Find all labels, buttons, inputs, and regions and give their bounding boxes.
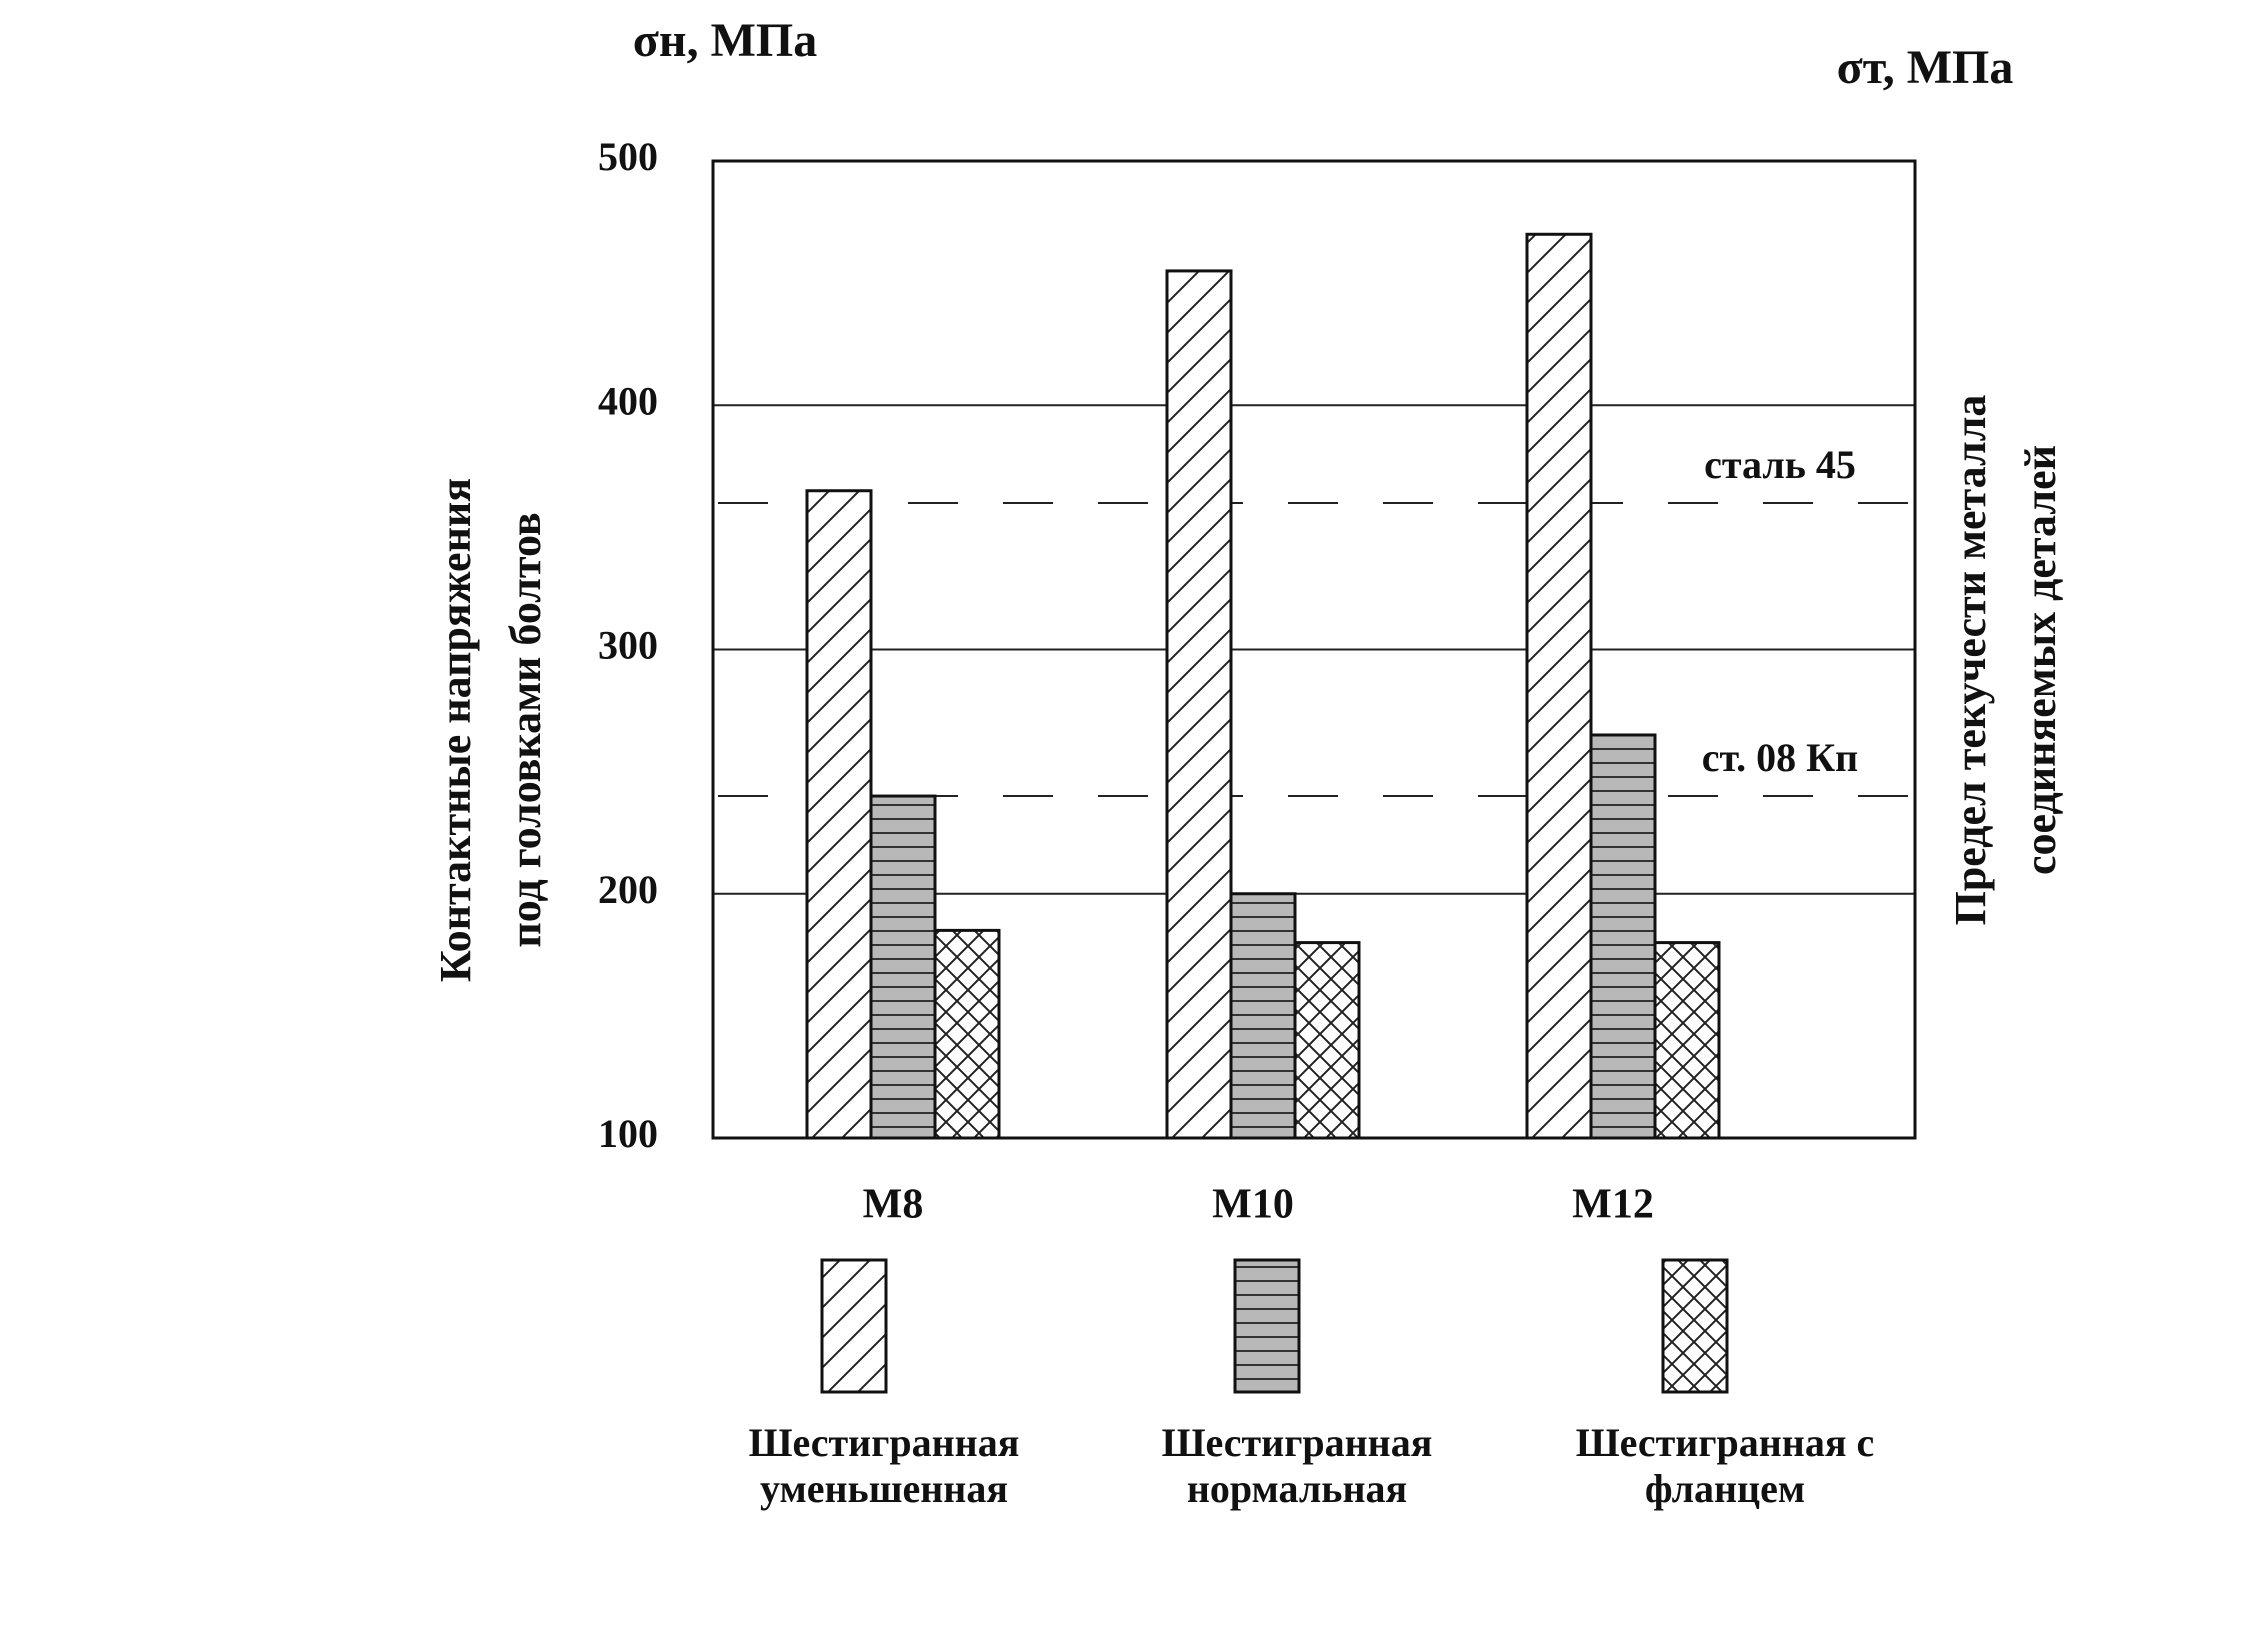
y2-unit-label: σт, МПа — [1837, 41, 2014, 94]
bar — [1589, 733, 1657, 1140]
y-tick-label: 400 — [598, 378, 658, 423]
y-unit-label: σн, МПа — [633, 14, 817, 67]
reference-label-box — [1650, 440, 1910, 497]
y2-axis-title: соединяемых деталей — [2016, 445, 2065, 875]
legend-label: Шестигранная с фланцем — [1575, 1420, 1875, 1511]
reference-label-box — [1650, 734, 1910, 791]
x-tick-label: M10 — [1212, 1182, 1294, 1228]
y-tick-label: 200 — [598, 867, 658, 912]
legend-label: Шестигранная уменьшенная — [748, 1420, 1020, 1511]
bar — [1653, 941, 1721, 1140]
y2-axis-title: Предел текучести металла — [1946, 395, 1995, 926]
bar — [1165, 269, 1233, 1140]
bar — [805, 489, 873, 1140]
y-tick-label: 100 — [598, 1111, 658, 1156]
bar — [1293, 941, 1361, 1140]
legend-swatch — [1661, 1258, 1729, 1394]
y-axis-title: Контактные напряжения — [431, 478, 480, 982]
bar — [1525, 232, 1593, 1140]
legend-label: Шестигранная нормальная — [1161, 1420, 1433, 1511]
y-tick-label: 300 — [598, 623, 658, 668]
legend-swatch — [820, 1258, 888, 1394]
x-tick-label: M8 — [863, 1182, 924, 1228]
reference-label: ст. 08 Кп — [1702, 735, 1858, 780]
x-tick-label: M12 — [1572, 1182, 1654, 1228]
bar — [869, 794, 937, 1140]
reference-label: сталь 45 — [1704, 442, 1856, 487]
y-axis-title: под головками болтов — [501, 512, 550, 947]
bar — [1229, 892, 1297, 1140]
bar — [933, 928, 1001, 1140]
y-tick-label: 500 — [598, 134, 658, 179]
legend-swatch — [1233, 1258, 1301, 1394]
